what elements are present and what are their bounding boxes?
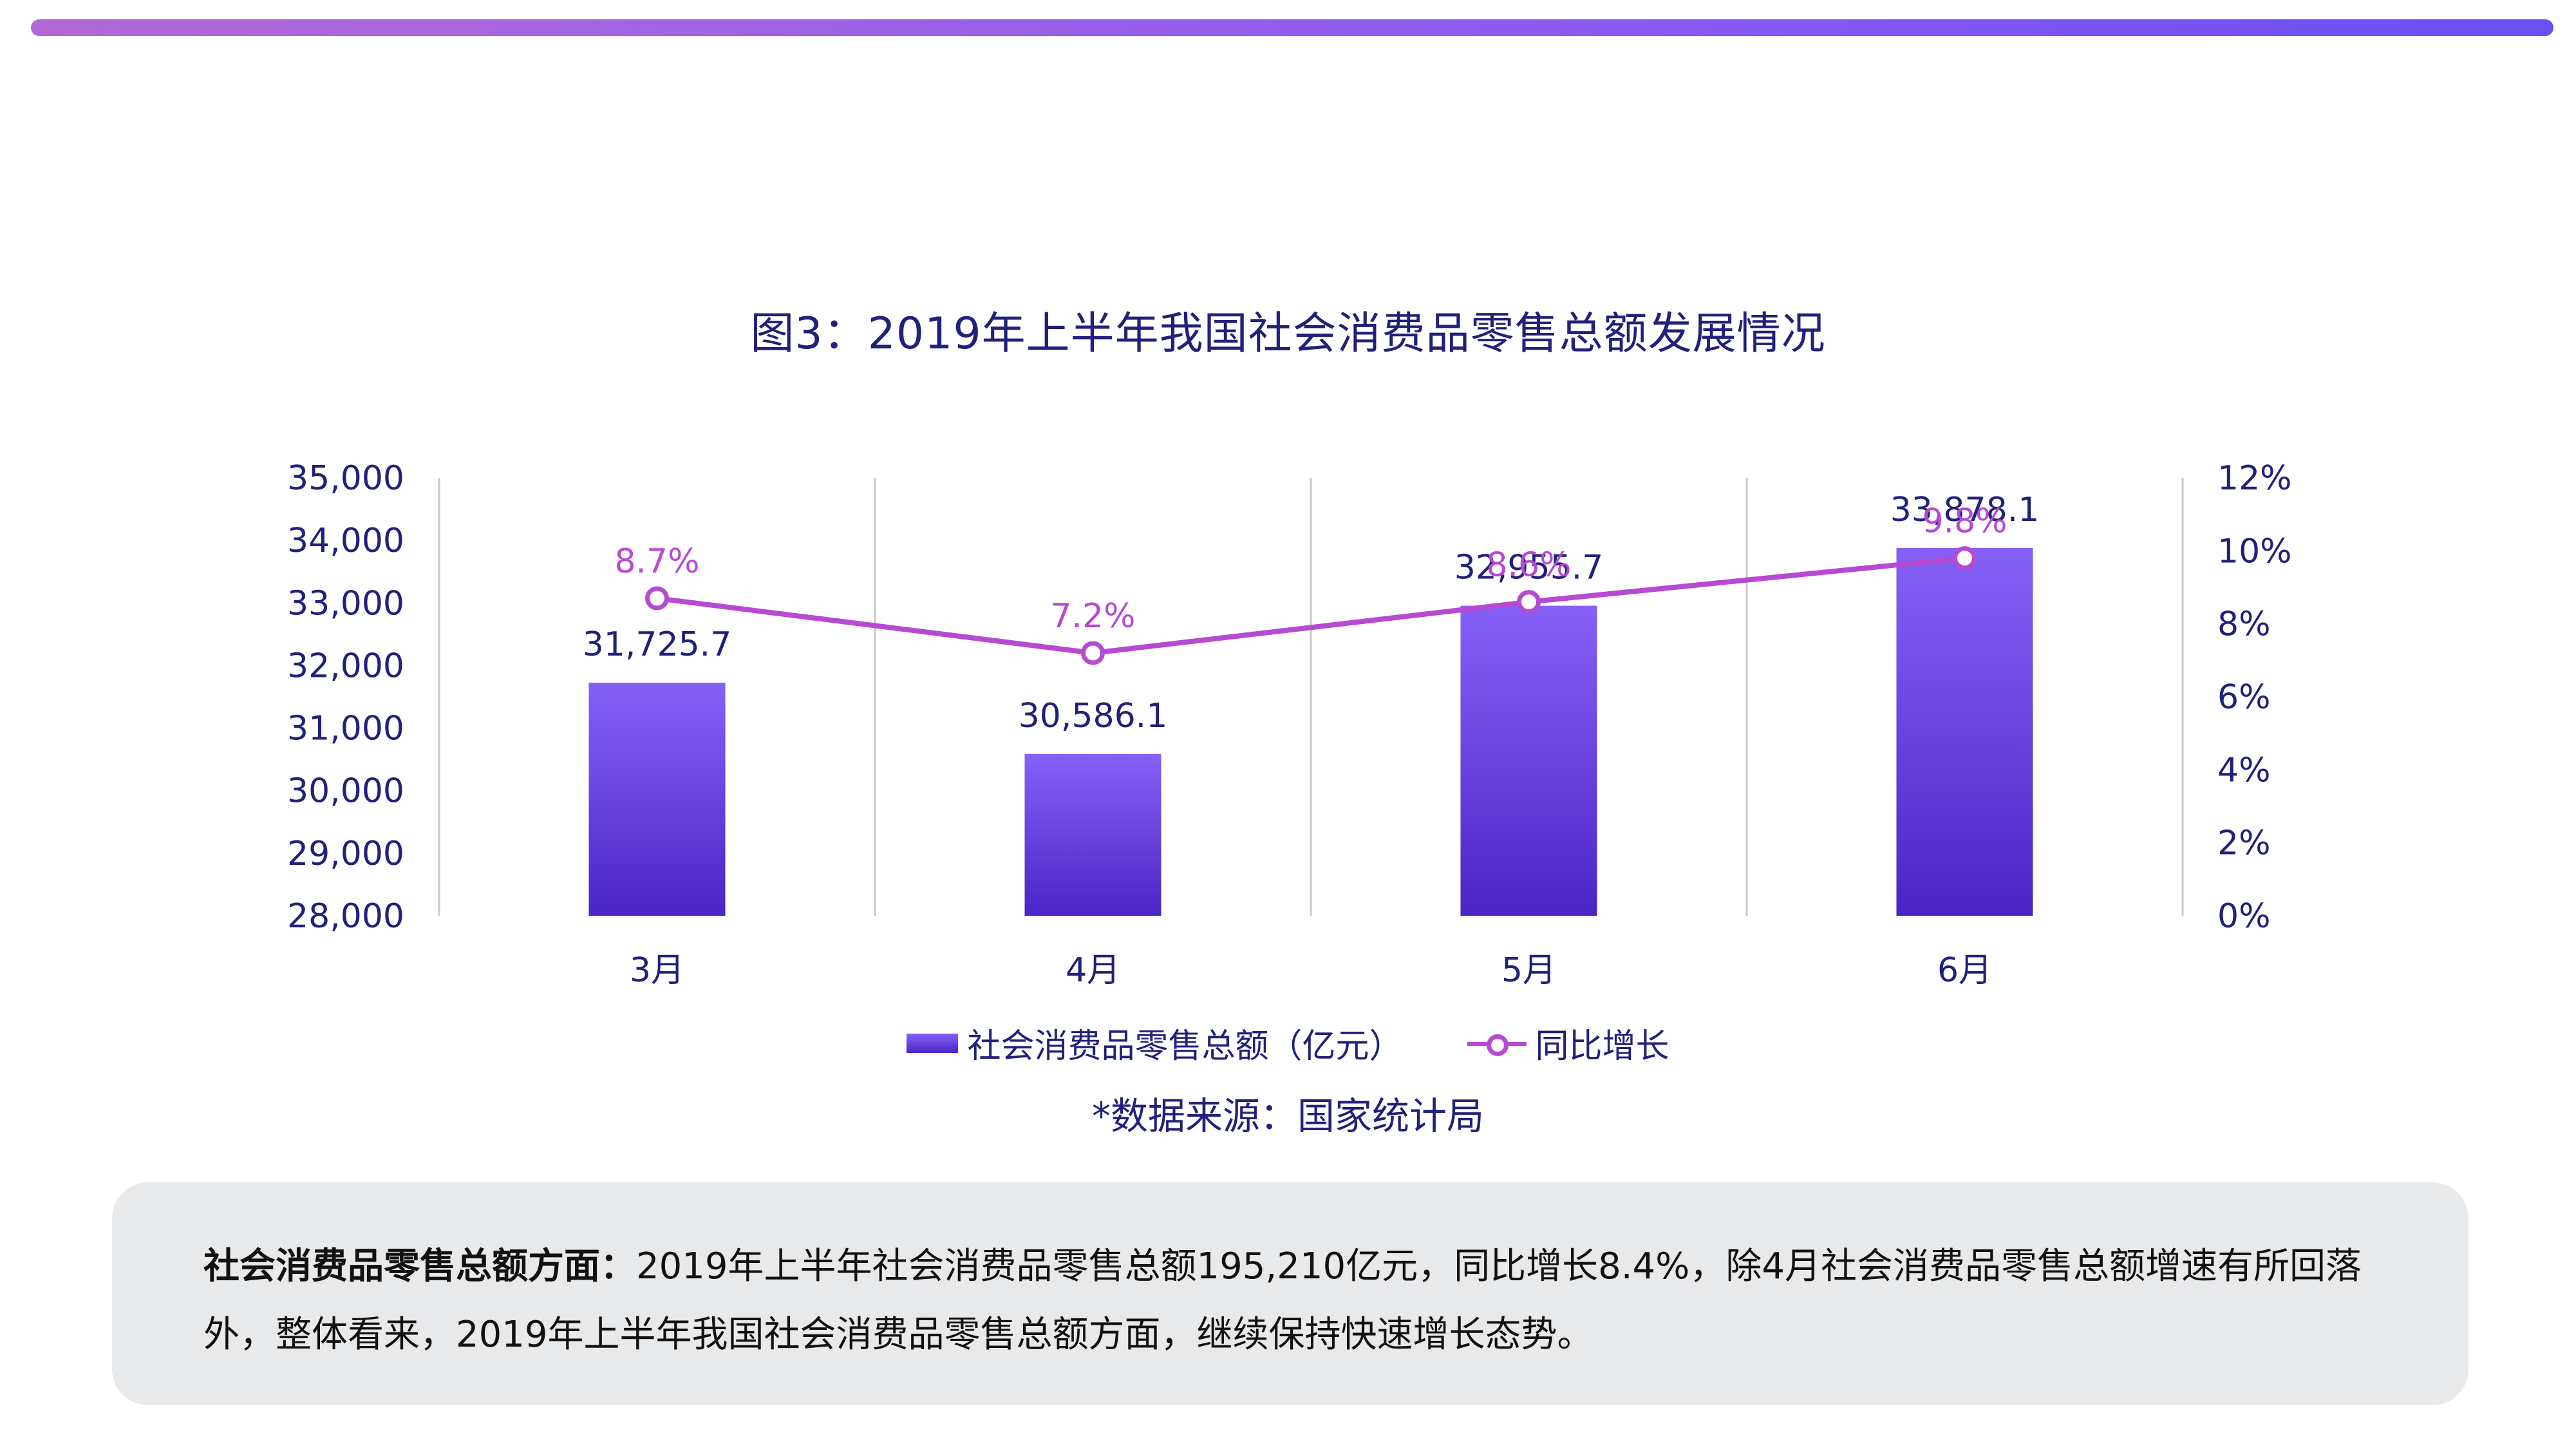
point-yoy-growth bbox=[1081, 641, 1105, 665]
summary-text: 社会消费品零售总额方面：2019年上半年社会消费品零售总额195,210亿元，同… bbox=[203, 1233, 2391, 1369]
point-yoy-growth bbox=[645, 586, 669, 611]
y-left-tick-label: 28,000 bbox=[287, 897, 404, 936]
y-right-tick-label: 2% bbox=[2217, 824, 2271, 863]
x-tick-label: 4月 bbox=[1066, 951, 1120, 990]
y-left-tick-label: 32,000 bbox=[287, 647, 404, 685]
y-left-tick-label: 29,000 bbox=[287, 835, 404, 873]
data-source-note: *数据来源：国家统计局 bbox=[1091, 1094, 1484, 1138]
y-right-tick-label: 12% bbox=[2217, 459, 2292, 498]
legend-line-swatch bbox=[1467, 1030, 1527, 1056]
y-right-tick-label: 4% bbox=[2217, 751, 2271, 790]
legend-bar-swatch bbox=[907, 1033, 959, 1053]
combo-chart: 31,725.7 30,586.1 32,955.7 33,878.1 8.7% 7.2%… bbox=[287, 459, 2292, 990]
line-value-label: 7.2% bbox=[1050, 597, 1135, 636]
bar-value-label: 31,725.7 bbox=[583, 625, 732, 664]
legend-item-yoy-growth[interactable]: 同比增长 bbox=[1467, 1019, 1669, 1067]
chart-title: 图3：2019年上半年我国社会消费品零售总额发展情况 bbox=[750, 308, 1826, 359]
x-tick-label: 3月 bbox=[630, 951, 684, 990]
y-left-tick-label: 35,000 bbox=[287, 459, 404, 498]
summary-heading: 社会消费品零售总额方面： bbox=[203, 1245, 636, 1287]
bar-value-label: 32,955.7 bbox=[1454, 549, 1604, 587]
point-yoy-growth bbox=[1953, 546, 1977, 571]
top-accent-bar bbox=[31, 19, 2553, 36]
y-right-tick-label: 6% bbox=[2217, 678, 2271, 717]
y-right-tick-label: 10% bbox=[2217, 532, 2292, 571]
x-tick-label: 6月 bbox=[1937, 951, 1992, 990]
bar-retail-sales bbox=[1896, 547, 2033, 916]
legend-label-yoy-growth: 同比增长 bbox=[1535, 1027, 1669, 1066]
bar-value-label: 30,586.1 bbox=[1019, 697, 1168, 735]
x-tick-label: 5月 bbox=[1501, 951, 1556, 990]
summary-box: 社会消费品零售总额方面：2019年上半年社会消费品零售总额195,210亿元，同… bbox=[112, 1182, 2468, 1405]
bar-retail-sales bbox=[588, 683, 726, 916]
line-value-label: 9.8% bbox=[1922, 502, 2007, 541]
y-left-tick-label: 33,000 bbox=[287, 584, 404, 623]
line-value-label: 8.7% bbox=[614, 542, 699, 581]
legend-label-retail-sales: 社会消费品零售总额（亿元） bbox=[967, 1027, 1403, 1066]
bar-retail-sales bbox=[1024, 753, 1161, 916]
chart-legend: 社会消费品零售总额（亿元） 同比增长 bbox=[0, 1019, 2576, 1067]
legend-item-retail-sales[interactable]: 社会消费品零售总额（亿元） bbox=[907, 1019, 1403, 1067]
y-left-tick-label: 34,000 bbox=[287, 522, 404, 560]
bar-retail-sales bbox=[1460, 605, 1597, 916]
summary-body: 2019年上半年社会消费品零售总额195,210亿元，同比增长8.4%，除4月社… bbox=[203, 1245, 2362, 1356]
point-yoy-growth bbox=[1517, 590, 1541, 614]
y-right-tick-label: 8% bbox=[2217, 605, 2271, 644]
line-yoy-growth bbox=[657, 555, 1965, 656]
line-value-label: 8.6% bbox=[1486, 546, 1571, 585]
y-right-tick-label: 0% bbox=[2217, 897, 2271, 936]
y-left-tick-label: 30,000 bbox=[287, 772, 404, 811]
y-left-tick-label: 31,000 bbox=[287, 710, 404, 748]
bar-value-label: 33,878.1 bbox=[1890, 491, 2040, 529]
